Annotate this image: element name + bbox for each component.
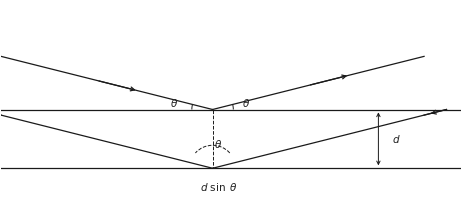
Text: $\theta$: $\theta$ [242,97,250,110]
Text: $d$: $d$ [392,133,401,145]
Text: $\theta$: $\theta$ [170,97,178,109]
Text: $d\ \sin\ \theta$: $d\ \sin\ \theta$ [201,181,238,193]
Text: $\theta$: $\theta$ [214,138,222,150]
